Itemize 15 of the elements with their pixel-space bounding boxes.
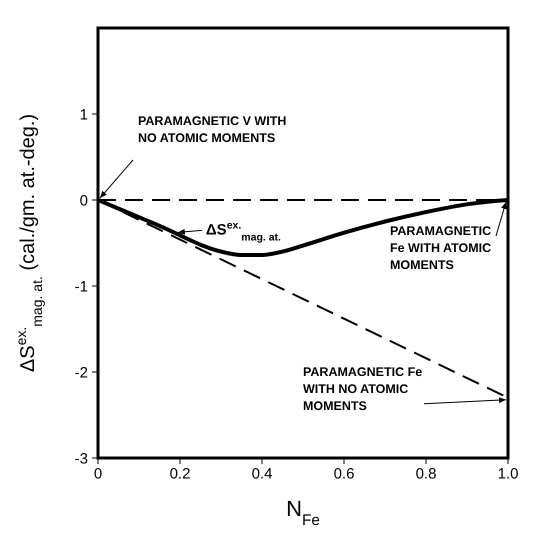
y-tick-label: -2: [74, 364, 88, 382]
y-tick-label: 1: [80, 106, 88, 124]
y-tick-label: -3: [74, 450, 88, 468]
x-tick-label: 0.4: [252, 466, 272, 483]
x-tick-label: 1.0: [498, 466, 518, 483]
y-tick-label: 0: [80, 192, 88, 210]
x-tick-label: 0.8: [416, 466, 436, 483]
annotation: PARAMAGNETIC V WITH NO ATOMIC MOMENTS: [138, 114, 286, 145]
annotation: PARAMAGNETIC Fe WITH NO ATOMIC MOMENTS: [303, 364, 422, 413]
x-tick-label: 0.6: [334, 466, 354, 483]
x-axis-title: N$_{Fe}$: [286, 496, 320, 528]
annotation: PARAMAGNETIC Fe WITH ATOMIC MOMENTS: [390, 224, 492, 272]
x-tick-label: 0.2: [170, 466, 190, 483]
y-tick-label: -1: [74, 278, 88, 296]
x-tick-label: 0: [94, 466, 102, 483]
